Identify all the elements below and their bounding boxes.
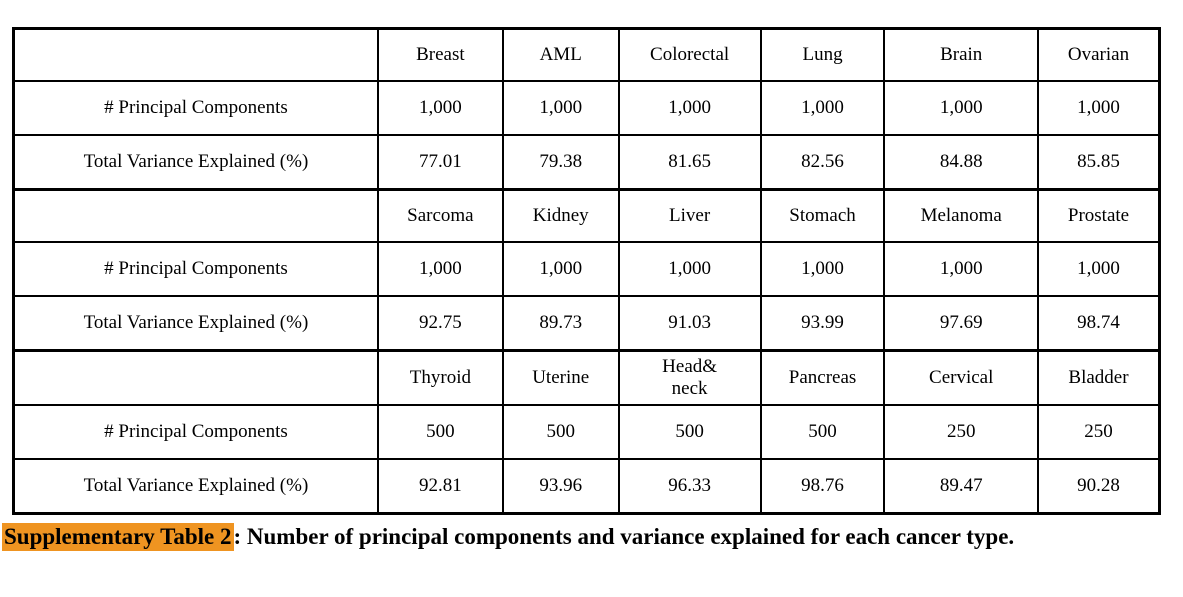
cancer-type-header-cell: Uterine [501,349,620,406]
variance-value-cell: 77.01 [376,134,504,191]
pc-count-cell: 500 [501,404,620,460]
pc-count-cell: 1,000 [759,241,886,297]
pc-count-cell: 1,000 [376,241,504,297]
variance-value-cell: 79.38 [501,134,620,191]
pc-count-cell: 1,000 [617,80,762,136]
pc-count-cell: 1,000 [501,80,620,136]
pc-count-cell: 500 [376,404,504,460]
pc-count-cell: 250 [1036,404,1161,460]
caption-highlight: Supplementary Table 2 [2,523,234,551]
pc-count-cell: 250 [883,404,1039,460]
table-row: # Principal Components 1,000 1,000 1,000 1,0… [12,241,1161,297]
cancer-type-header-cell: Pancreas [759,349,886,406]
cancer-type-header-cell: Cervical [883,349,1039,406]
cancer-type-header-cell: Breast [376,27,504,82]
variance-value-cell: 98.74 [1036,295,1161,352]
variance-value-cell: 97.69 [883,295,1039,352]
variance-value-cell: 92.81 [376,458,504,515]
pc-count-cell: 1,000 [617,241,762,297]
pc-variance-table: Breast AML Colorectal Lung Brain Ovarian # Pri… [12,27,1161,515]
variance-value-cell: 85.85 [1036,134,1161,191]
row-label-cell: # Principal Components [12,80,379,136]
row-label-cell: Total Variance Explained (%) [12,295,379,352]
cancer-type-header-cell: Ovarian [1036,27,1161,82]
table-caption: Supplementary Table 2: Number of princip… [2,522,1162,551]
cancer-type-header-cell: Melanoma [883,188,1039,243]
cancer-type-header-cell: AML [501,27,620,82]
cancer-type-header-cell: Stomach [759,188,886,243]
variance-value-cell: 92.75 [376,295,504,352]
table-row: Total Variance Explained (%) 77.01 79.38 81… [12,134,1161,191]
variance-value-cell: 82.56 [759,134,886,191]
cancer-type-header-cell: Liver [617,188,762,243]
caption-text: : Number of principal components and var… [233,524,1015,549]
row-label-cell: # Principal Components [12,404,379,460]
pc-count-cell: 500 [617,404,762,460]
variance-value-cell: 81.65 [617,134,762,191]
cancer-type-header-cell: Colorectal [617,27,762,82]
row-label-cell: Total Variance Explained (%) [12,134,379,191]
pc-count-cell: 1,000 [883,241,1039,297]
cancer-type-header-cell: Sarcoma [376,188,504,243]
pc-count-cell: 1,000 [883,80,1039,136]
variance-value-cell: 98.76 [759,458,886,515]
table-row: # Principal Components 1,000 1,000 1,000 1,0… [12,80,1161,136]
table-row: # Principal Components 500 500 500 500 250 250 [12,404,1161,460]
pc-count-cell: 500 [759,404,886,460]
cancer-type-header-cell: Kidney [501,188,620,243]
empty-corner-cell [12,349,379,406]
variance-value-cell: 91.03 [617,295,762,352]
variance-value-cell: 93.96 [501,458,620,515]
row-label-cell: Total Variance Explained (%) [12,458,379,515]
variance-value-cell: 96.33 [617,458,762,515]
table-row: Thyroid Uterine Head& neck Pancreas Cervical… [12,349,1161,406]
page: Breast AML Colorectal Lung Brain Ovarian # Pri… [0,27,1183,597]
table-body: Breast AML Colorectal Lung Brain Ovarian # Pri… [12,27,1161,515]
row-label-cell: # Principal Components [12,241,379,297]
cancer-type-header-cell: Bladder [1036,349,1161,406]
cancer-type-header-cell: Brain [883,27,1039,82]
cancer-type-header-cell: Thyroid [376,349,504,406]
empty-corner-cell [12,27,379,82]
cancer-type-header-cell: Lung [759,27,886,82]
variance-value-cell: 89.73 [501,295,620,352]
cancer-type-header-cell: Prostate [1036,188,1161,243]
table-row: Total Variance Explained (%) 92.75 89.73 91… [12,295,1161,352]
cancer-type-header-cell: Head& neck [617,349,762,406]
table-row: Sarcoma Kidney Liver Stomach Melanoma Prostat… [12,188,1161,243]
pc-count-cell: 1,000 [1036,241,1161,297]
table-row: Total Variance Explained (%) 92.81 93.96 96… [12,458,1161,515]
pc-count-cell: 1,000 [501,241,620,297]
variance-value-cell: 84.88 [883,134,1039,191]
empty-corner-cell [12,188,379,243]
pc-count-cell: 1,000 [1036,80,1161,136]
table-row: Breast AML Colorectal Lung Brain Ovarian [12,27,1161,82]
variance-value-cell: 93.99 [759,295,886,352]
variance-value-cell: 90.28 [1036,458,1161,515]
pc-count-cell: 1,000 [759,80,886,136]
variance-value-cell: 89.47 [883,458,1039,515]
pc-count-cell: 1,000 [376,80,504,136]
